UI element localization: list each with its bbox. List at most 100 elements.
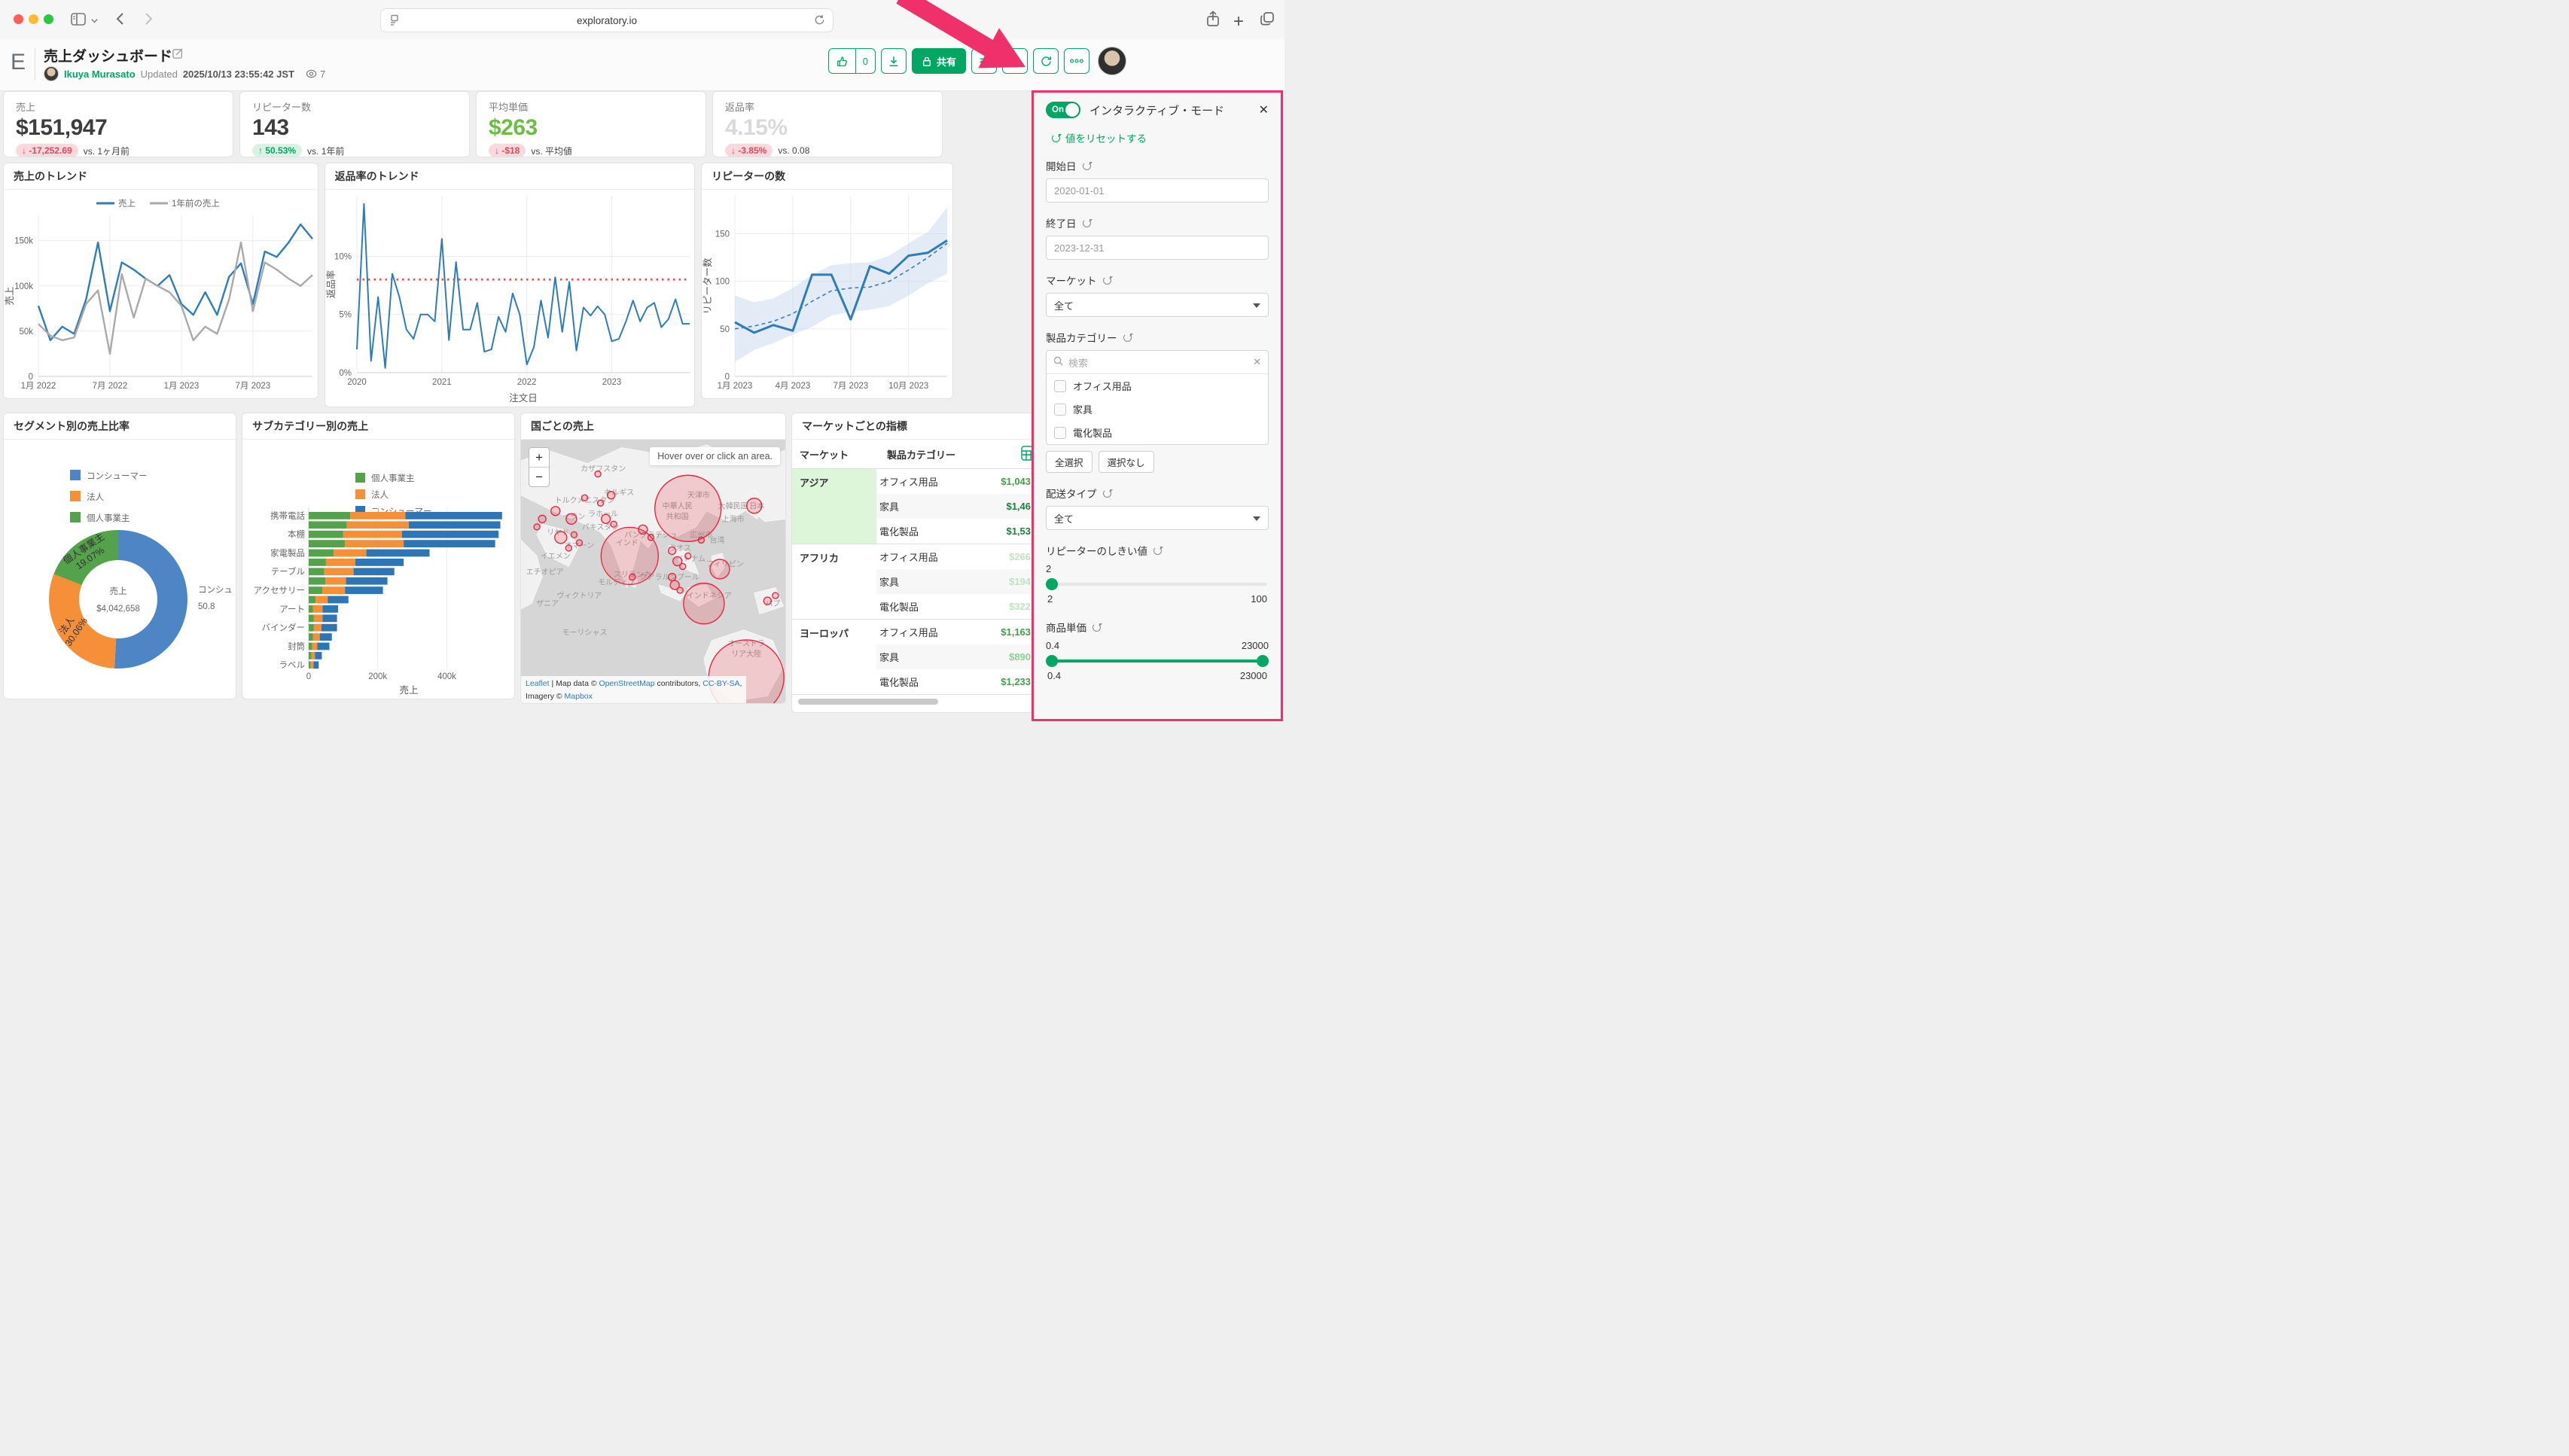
table-market-cell[interactable]: ラテンアメリカ [792,695,876,697]
filter-reset-icon[interactable] [1123,333,1132,342]
bar-segment[interactable] [309,540,346,547]
table-view-icon[interactable] [1020,445,1037,464]
schedule-button[interactable] [1002,48,1028,74]
horizontal-scrollbar[interactable] [798,699,938,705]
bar-segment[interactable] [345,540,404,547]
table-market-cell[interactable]: ヨーロッパ [800,628,849,639]
map-sales-bubble[interactable] [647,534,655,541]
bar-segment[interactable] [317,642,330,650]
bar-segment[interactable] [309,530,343,538]
map-sales-bubble[interactable] [763,596,773,605]
donut-slice-2[interactable] [53,530,118,586]
slider-track[interactable] [1047,583,1267,586]
sidebar-toggle-icon[interactable] [69,10,87,32]
forward-button[interactable] [140,10,157,32]
date-input[interactable]: 2023-12-31 [1046,236,1269,260]
reset-values-link[interactable]: 値をリセットする [1046,130,1269,145]
download-button[interactable] [880,48,907,74]
map-sales-bubble[interactable] [565,513,577,525]
attribution-link[interactable]: CC-BY-SA [702,679,740,689]
interactive-mode-button[interactable] [971,48,997,74]
chevron-down-icon[interactable] [90,15,99,29]
bar-segment[interactable] [319,633,332,641]
map-sales-bubble[interactable] [683,582,725,625]
table-row[interactable]: オフィス用品$1,0 [876,695,1044,697]
table-row[interactable]: オフィス用品 $1,163 [876,620,1044,644]
map-sales-bubble[interactable] [607,491,616,500]
map-sales-bubble[interactable] [629,573,636,581]
map-sales-bubble[interactable] [684,552,692,560]
select-dropdown[interactable]: 全て [1046,293,1269,317]
bar-segment[interactable] [309,652,312,659]
checkbox[interactable] [1054,426,1066,439]
interactive-mode-toggle[interactable]: On [1046,102,1080,118]
bar-segment[interactable] [355,559,404,566]
bar-segment[interactable] [322,586,346,594]
map-sales-bubble[interactable] [679,562,687,571]
bar-segment[interactable] [328,595,349,604]
map-zoom-out-button[interactable]: − [529,467,550,486]
threshold-slider[interactable]: 2 2 100 [1046,563,1269,607]
map-sales-bubble[interactable] [697,536,705,544]
table-row[interactable]: オフィス用品 $1,043 [876,469,1044,494]
checkbox[interactable] [1054,403,1066,416]
window-close-button[interactable] [14,14,23,24]
filter-reset-icon[interactable] [1082,161,1091,170]
reload-icon[interactable] [814,14,825,28]
table-row[interactable]: 電化製品 $322 [876,594,1044,619]
author-avatar[interactable] [44,66,59,81]
bar-segment[interactable] [309,568,325,576]
exploratory-logo[interactable]: E [11,50,26,75]
attribution-link[interactable]: OpenStreetMap [599,679,655,689]
edit-title-icon[interactable] [172,47,184,63]
bar-segment[interactable] [322,623,337,632]
thumbs-up-icon[interactable] [829,49,855,73]
bar-segment[interactable] [404,540,495,547]
table-row[interactable]: 電化製品 $1,233 [876,669,1044,694]
table-market-cell[interactable]: アジア [792,469,876,544]
filter-reset-icon[interactable] [1153,546,1162,555]
bar-segment[interactable] [311,652,315,659]
bar-segment[interactable] [343,530,402,538]
bar-segment[interactable] [346,577,388,585]
segment-donut-chart[interactable]: コンシューマー 法人 個人事業主 売上 $4,042,658 個人事業主19.07% 法人3… [4,440,236,699]
donut-slice-1[interactable] [48,574,117,669]
map-sales-bubble[interactable] [610,520,617,528]
bar-segment[interactable] [409,521,501,529]
table-row[interactable]: 家具 $890 [876,644,1045,669]
bar-segment[interactable] [309,512,351,519]
subcategory-bar-chart[interactable]: 個人事業主法人コンシューマー0200k400k携帯電話本棚家電製品テーブルアクセ… [242,440,514,699]
map-sales-bubble[interactable] [600,513,611,525]
sales-trend-chart[interactable]: 1月 2022 7月 2022 1月 2023 7月 2023 0 50k 100k 150k… [4,190,318,398]
bar-segment[interactable] [309,661,311,669]
map-zoom-in-button[interactable]: + [535,450,543,465]
attribution-link[interactable]: Mapbox [564,691,593,701]
bar-segment[interactable] [309,521,347,529]
map-sales-bubble[interactable] [667,572,677,582]
bar-segment[interactable] [312,605,323,613]
bar-segment[interactable] [353,568,395,576]
map-sales-bubble[interactable] [667,546,677,556]
bar-segment[interactable] [309,577,326,585]
bar-segment[interactable] [325,577,346,585]
table-body[interactable]: アジア オフィス用品 $1,043 家具 $1,46 電化製品 $1,53 アフリカ オフィス用… [792,469,1045,697]
map-sales-bubble[interactable] [550,506,561,516]
new-tab-icon[interactable]: + [1233,11,1245,32]
reader-view-icon[interactable] [389,14,401,29]
bar-segment[interactable] [309,586,323,594]
filter-reset-icon[interactable] [1093,623,1101,632]
bar-segment[interactable] [309,642,312,650]
range-handle-low[interactable] [1046,655,1058,667]
filter-reset-icon[interactable] [1102,489,1111,498]
price-range-slider[interactable]: 0.4 23000 0.4 23000 [1046,640,1269,684]
bar-segment[interactable] [345,586,383,594]
author-name[interactable]: Ikuya Murasato [64,68,136,80]
map-sales-bubble[interactable] [654,474,722,542]
bar-segment[interactable] [334,549,367,557]
checkbox[interactable] [1054,379,1066,392]
select-all-button[interactable]: 全選択 [1046,451,1093,473]
map-sales-bubble[interactable] [565,544,573,552]
date-input[interactable]: 2020-01-01 [1046,178,1269,203]
like-button-group[interactable]: 0 [827,48,876,74]
bar-segment[interactable] [405,512,502,519]
